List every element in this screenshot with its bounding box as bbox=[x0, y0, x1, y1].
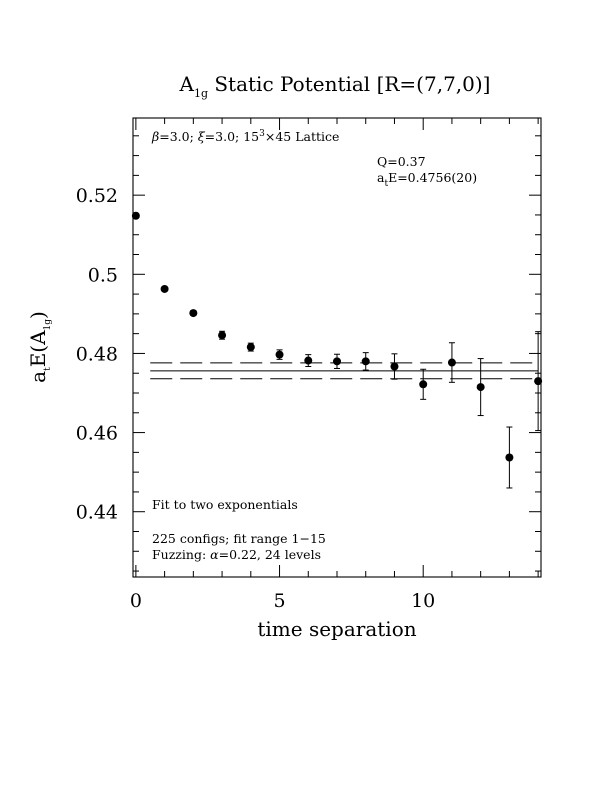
data-point bbox=[218, 331, 227, 340]
lattice-rest: ×45 Lattice bbox=[265, 129, 340, 144]
energy-annotation: atE=0.4756(20) bbox=[377, 170, 477, 189]
data-point bbox=[419, 380, 428, 389]
data-point bbox=[390, 362, 399, 371]
y-title-e: E(A bbox=[26, 330, 50, 367]
beta-value: =3.0; bbox=[159, 129, 198, 144]
fit-description: Fit to two exponentials bbox=[152, 497, 298, 512]
fit-lines bbox=[150, 362, 539, 380]
x-tick-labels: 0 5 10 bbox=[130, 590, 435, 612]
configs-annotation: 225 configs; fit range 1−15 bbox=[152, 531, 326, 546]
data-point bbox=[189, 309, 198, 318]
data-point bbox=[447, 358, 456, 367]
data-point bbox=[131, 211, 140, 220]
q-annotation: Q=0.37 bbox=[377, 154, 426, 169]
title-main: A bbox=[179, 72, 195, 96]
data-point bbox=[246, 343, 255, 352]
data-point bbox=[534, 377, 543, 386]
error-bars bbox=[132, 213, 542, 489]
title-rest: Static Potential [R=(7,7,0)] bbox=[208, 72, 490, 96]
beta-symbol: β bbox=[151, 129, 159, 144]
y-tick-label: 0.52 bbox=[76, 185, 118, 207]
data-point bbox=[304, 356, 313, 365]
energy-a: a bbox=[377, 170, 385, 185]
lattice-annotation: β=3.0; ξ=3.0; 153×45 Lattice bbox=[151, 129, 339, 144]
energy-sub: t bbox=[384, 179, 388, 189]
alpha-symbol: α bbox=[210, 547, 219, 562]
xi-value: =3.0; 15 bbox=[205, 129, 259, 144]
y-title-a: a bbox=[26, 371, 50, 383]
y-title-close: ) bbox=[26, 311, 50, 319]
y-title-sub: 1g bbox=[43, 319, 53, 331]
x-axis-title: time separation bbox=[257, 617, 416, 641]
title-subscript: 1g bbox=[194, 87, 208, 100]
y-tick-label: 0.44 bbox=[76, 502, 118, 524]
y-title-t: t bbox=[43, 367, 53, 371]
y-axis-title: atE(A1g) bbox=[26, 311, 53, 383]
fuzzing-annotation: Fuzzing: α=0.22, 24 levels bbox=[152, 547, 321, 562]
data-point bbox=[505, 453, 514, 462]
x-tick-label: 5 bbox=[273, 590, 285, 612]
energy-rest: E=0.4756(20) bbox=[388, 170, 477, 185]
y-tick-label: 0.48 bbox=[76, 343, 118, 365]
xi-symbol: ξ bbox=[198, 129, 206, 144]
chart-title: A1g Static Potential [R=(7,7,0)] bbox=[179, 72, 491, 100]
lattice-superscript: 3 bbox=[259, 129, 265, 139]
data-point bbox=[361, 357, 370, 366]
data-point bbox=[160, 284, 169, 293]
data-point bbox=[275, 350, 284, 359]
y-tick-label: 0.46 bbox=[76, 423, 118, 445]
data-point bbox=[476, 383, 485, 392]
fuzzing-label: Fuzzing: bbox=[152, 547, 210, 562]
x-tick-label: 0 bbox=[130, 590, 142, 612]
x-tick-label: 10 bbox=[411, 590, 435, 612]
y-tick-label: 0.5 bbox=[88, 264, 118, 286]
fuzzing-rest: =0.22, 24 levels bbox=[219, 547, 321, 562]
y-tick-labels: 0.44 0.46 0.48 0.5 0.52 bbox=[76, 185, 118, 524]
data-points bbox=[131, 211, 543, 462]
data-point bbox=[333, 357, 341, 366]
axis-ticks bbox=[133, 118, 541, 577]
